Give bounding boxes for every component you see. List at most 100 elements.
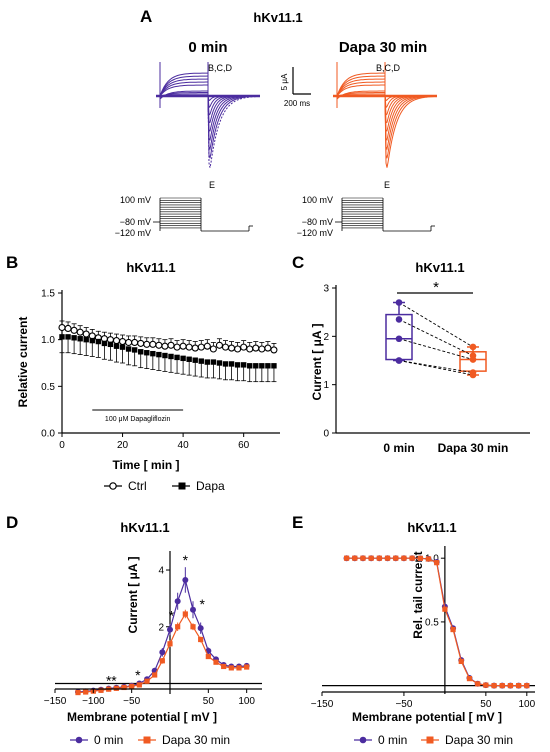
data-point-dapa [159, 658, 165, 664]
data-point-ctrl [137, 339, 145, 347]
data-point-0min [167, 626, 173, 633]
x-category-label: 0 min [383, 441, 414, 455]
data-point-ctrl [119, 337, 127, 346]
data-point-dapa [190, 624, 196, 630]
scale-time-label: 200 ms [284, 99, 310, 108]
series-dapa [59, 334, 277, 383]
data-point-0min [197, 625, 204, 632]
data-point-dapa [259, 363, 265, 369]
data-point-dapa [343, 555, 350, 561]
data-point-dapa [483, 682, 489, 688]
step-current-trace [336, 78, 386, 97]
x-tick-label: −100 [82, 696, 105, 707]
protocol-right-label-2: −80 mV [302, 217, 333, 227]
scale-current-label: 5 μA [280, 73, 289, 90]
data-point-dapa [475, 681, 481, 687]
data-point-dapa [469, 343, 477, 351]
data-point-0min [395, 357, 403, 364]
data-point-dapa [192, 357, 198, 363]
data-point-dapa [152, 672, 158, 678]
data-point-ctrl [209, 345, 217, 353]
data-point-dapa [244, 664, 250, 670]
legend-item-dapa-e: Dapa 30 min [421, 733, 513, 747]
pair-line [398, 338, 474, 360]
data-point-dapa [352, 555, 358, 561]
y-tick-label: 4 [158, 566, 164, 577]
chart-e-xlabel: Membrane potential [ mV ] [352, 710, 502, 724]
x-tick-label: 0 [59, 440, 65, 451]
data-point-ctrl [252, 344, 260, 352]
step-current-trace [159, 84, 208, 97]
tail-current-trace [207, 95, 258, 151]
data-point-dapa [210, 359, 217, 365]
protocol-right-label-3: −120 mV [297, 228, 333, 238]
data-point-dapa [83, 689, 89, 695]
data-point-ctrl [167, 341, 175, 349]
data-point-dapa [425, 556, 432, 562]
data-point-ctrl [215, 341, 223, 349]
data-point-dapa [458, 658, 464, 665]
data-point-ctrl [246, 345, 254, 353]
trace-label-e-left: E [209, 180, 215, 190]
significance-star: * [199, 596, 205, 612]
data-point-dapa [409, 555, 415, 561]
step-current-trace [336, 72, 385, 97]
legend-label-0min-e: 0 min [378, 733, 407, 747]
step-current-trace [336, 84, 385, 97]
significance-star: * [111, 673, 117, 689]
data-point-dapa [83, 336, 89, 343]
data-point-ctrl [173, 343, 181, 351]
x-tick-label: −150 [311, 699, 334, 710]
tail-current-trace [207, 95, 258, 168]
data-point-ctrl [82, 330, 90, 338]
legend-item-dapa-d: Dapa 30 min [138, 733, 230, 747]
data-point-0min [395, 335, 403, 343]
y-tick-label: 2 [323, 332, 329, 343]
y-tick-label: 0.5 [41, 382, 55, 393]
data-point-dapa [205, 653, 211, 660]
data-point-ctrl [64, 324, 72, 333]
data-point-dapa [162, 352, 168, 359]
data-point-dapa [491, 683, 497, 689]
step-current-trace [336, 75, 386, 97]
data-point-ctrl [179, 342, 187, 350]
data-point-dapa [466, 676, 473, 682]
data-point-dapa [77, 336, 83, 342]
y-tick-label: 1 [323, 380, 329, 391]
legend-item-dapa: Dapa [172, 479, 225, 493]
data-point-dapa [186, 356, 192, 362]
significance-star: * [433, 279, 439, 296]
data-point-dapa [434, 560, 440, 566]
data-point-ctrl [191, 344, 199, 352]
legend-marker-ctrl [109, 482, 117, 490]
data-point-dapa [469, 371, 477, 379]
scale-bar: 5 μA 200 ms [280, 67, 311, 108]
data-point-dapa [499, 683, 505, 689]
x-tick-label: 20 [117, 440, 129, 451]
chart-d-legend: 0 min Dapa 30 min [70, 733, 230, 747]
step-current-trace [336, 90, 385, 101]
data-point-ctrl [264, 344, 272, 352]
data-point-dapa [442, 606, 448, 612]
data-point-dapa [144, 350, 150, 356]
data-point-ctrl [240, 343, 248, 351]
chart-b-title: hKv11.1 [126, 260, 175, 275]
legend-marker-dapa-d [143, 736, 151, 744]
data-point-ctrl [270, 346, 278, 354]
data-point-ctrl [234, 345, 242, 353]
data-point-dapa [469, 356, 477, 363]
chart-e-title: hKv11.1 [407, 520, 456, 535]
current-traces-0min [156, 62, 260, 168]
pair-line [398, 360, 474, 376]
x-tick-label: 50 [480, 699, 492, 710]
panel-a-left-title: 0 min [188, 39, 227, 56]
data-point-dapa [121, 684, 127, 691]
step-current-trace [159, 75, 209, 97]
x-tick-label: 60 [238, 440, 250, 451]
data-point-dapa [98, 687, 104, 693]
chart-e-plot: 0.5 1.0 −150 −50 50 100 [311, 546, 536, 710]
x-tick-label: −50 [395, 699, 412, 710]
x-tick-label: 50 [203, 696, 215, 707]
data-point-dapa [119, 344, 126, 350]
data-point-dapa [360, 555, 366, 561]
